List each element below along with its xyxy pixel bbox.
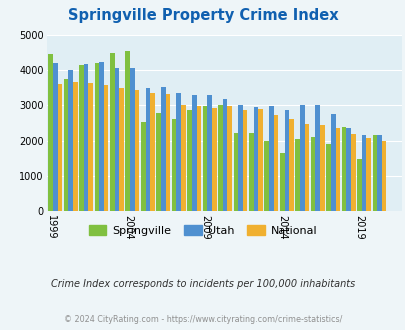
Bar [304, 124, 309, 211]
Bar [192, 95, 196, 211]
Bar [125, 50, 130, 211]
Bar [165, 94, 170, 211]
Bar [119, 88, 124, 211]
Bar [366, 138, 370, 211]
Bar [330, 114, 335, 211]
Bar [361, 135, 366, 211]
Bar [176, 93, 181, 211]
Bar [156, 113, 161, 211]
Legend: Springville, Utah, National: Springville, Utah, National [84, 220, 321, 240]
Bar [335, 128, 339, 211]
Bar [350, 134, 355, 211]
Bar [58, 84, 62, 211]
Bar [141, 122, 145, 211]
Bar [227, 106, 232, 211]
Bar [130, 68, 134, 211]
Bar [104, 85, 108, 211]
Bar [145, 88, 150, 211]
Bar [187, 110, 192, 211]
Bar [315, 105, 319, 211]
Bar [310, 137, 315, 211]
Bar [134, 90, 139, 211]
Text: Crime Index corresponds to incidents per 100,000 inhabitants: Crime Index corresponds to incidents per… [51, 279, 354, 289]
Text: Springville Property Crime Index: Springville Property Crime Index [68, 8, 337, 23]
Bar [341, 127, 345, 211]
Bar [381, 141, 386, 211]
Bar [258, 109, 262, 211]
Bar [64, 79, 68, 211]
Bar [269, 106, 273, 211]
Bar [99, 62, 104, 211]
Bar [273, 115, 278, 211]
Bar [345, 128, 350, 211]
Bar [161, 87, 165, 211]
Bar [53, 63, 58, 211]
Bar [73, 82, 77, 211]
Bar [83, 64, 88, 211]
Bar [211, 109, 216, 211]
Bar [372, 135, 376, 211]
Bar [264, 141, 269, 211]
Bar [376, 135, 381, 211]
Bar [94, 63, 99, 211]
Bar [217, 105, 222, 211]
Bar [242, 110, 247, 211]
Bar [207, 95, 211, 211]
Bar [181, 105, 185, 211]
Bar [356, 159, 361, 211]
Bar [110, 53, 114, 211]
Bar [171, 119, 176, 211]
Bar [295, 139, 299, 211]
Bar [279, 153, 284, 211]
Bar [222, 99, 227, 211]
Bar [238, 105, 242, 211]
Bar [233, 133, 238, 211]
Bar [48, 54, 53, 211]
Bar [79, 65, 83, 211]
Bar [253, 107, 258, 211]
Bar [288, 119, 293, 211]
Bar [88, 83, 93, 211]
Text: © 2024 CityRating.com - https://www.cityrating.com/crime-statistics/: © 2024 CityRating.com - https://www.city… [64, 315, 341, 324]
Bar [202, 106, 207, 211]
Bar [319, 125, 324, 211]
Bar [196, 106, 200, 211]
Bar [284, 110, 288, 211]
Bar [68, 70, 73, 211]
Bar [150, 92, 154, 211]
Bar [299, 105, 304, 211]
Bar [326, 144, 330, 211]
Bar [114, 68, 119, 211]
Bar [248, 133, 253, 211]
